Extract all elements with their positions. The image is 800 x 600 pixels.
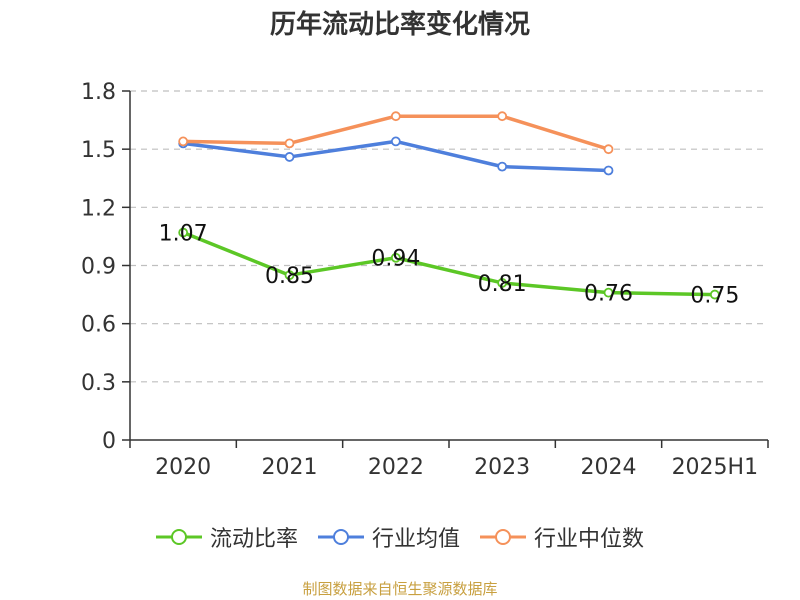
axes: 0 0.3 0.6 0.9 1.2 1.5 1.8 2020 2021 2022 2023 2024 2… <box>81 80 769 480</box>
legend-item-industry-median[interactable]: 行业中位数 <box>480 521 644 553</box>
legend-label: 行业均值 <box>371 527 460 552</box>
data-point-industry_avg <box>390 136 401 147</box>
data-point-industry_avg <box>603 165 614 176</box>
data-point-current_ratio <box>497 278 508 288</box>
legend-item-industry-avg[interactable]: 行业均值 <box>317 521 460 553</box>
legend-line-icon <box>480 529 526 545</box>
x-tick-label: 2023 <box>474 455 530 480</box>
grid-lines <box>130 90 768 383</box>
y-tick-label: 0.9 <box>81 255 116 280</box>
data-point-industry_median <box>603 144 614 155</box>
x-tick-label: 2021 <box>262 455 318 480</box>
data-point-industry_avg <box>497 161 508 172</box>
data-point-industry_median <box>390 111 401 122</box>
y-tick-label: 1.8 <box>81 80 116 105</box>
data-point-industry_median <box>497 111 508 122</box>
data-point-current_ratio <box>709 289 720 300</box>
legend-line-icon <box>317 529 364 545</box>
legend-item-current-ratio[interactable]: 流动比率 <box>155 521 298 553</box>
legend-label: 流动比率 <box>209 527 298 552</box>
data-label: 0.81 <box>478 272 527 297</box>
y-tick-label: 1.5 <box>81 138 116 163</box>
data-label: 0.75 <box>690 284 739 309</box>
data-label: 0.85 <box>265 264 314 289</box>
x-tick-label: 2024 <box>581 455 637 480</box>
legend-label: 行业中位数 <box>534 527 645 552</box>
y-tick-label: 1.2 <box>81 196 116 221</box>
data-point-industry_avg <box>284 152 295 162</box>
data-point-industry_median <box>178 136 189 147</box>
data-label: 1.07 <box>159 222 208 247</box>
y-tick-label: 0.3 <box>81 371 116 396</box>
data-label: 0.94 <box>371 247 420 272</box>
source-note: 制图数据来自恒生聚源数据库 <box>302 580 498 598</box>
series-line-current_ratio <box>182 230 715 297</box>
series-lines <box>178 111 720 300</box>
data-point-current_ratio <box>284 270 295 281</box>
x-tick-label: 2020 <box>155 455 211 480</box>
data-point-current_ratio <box>178 227 189 238</box>
data-label: 0.76 <box>584 282 633 307</box>
x-tick-label: 2025H1 <box>672 455 759 480</box>
data-point-current_ratio <box>390 252 401 263</box>
legend-line-icon <box>155 529 202 545</box>
y-tick-label: 0 <box>102 429 116 454</box>
y-tick-label: 0.6 <box>81 313 116 338</box>
line-chart: 0 0.3 0.6 0.9 1.2 1.5 1.8 2020 2021 2022 2023 2024 2… <box>81 80 769 480</box>
data-labels: 1.07 0.85 0.94 0.81 0.76 0.75 <box>159 222 740 309</box>
x-tick-label: 2022 <box>368 455 424 480</box>
chart-title: 历年流动比率变化情况 <box>269 10 530 40</box>
data-point-industry_median <box>284 138 295 149</box>
data-point-current_ratio <box>603 287 614 298</box>
legend: 流动比率 行业均值 行业中位数 <box>0 520 800 554</box>
